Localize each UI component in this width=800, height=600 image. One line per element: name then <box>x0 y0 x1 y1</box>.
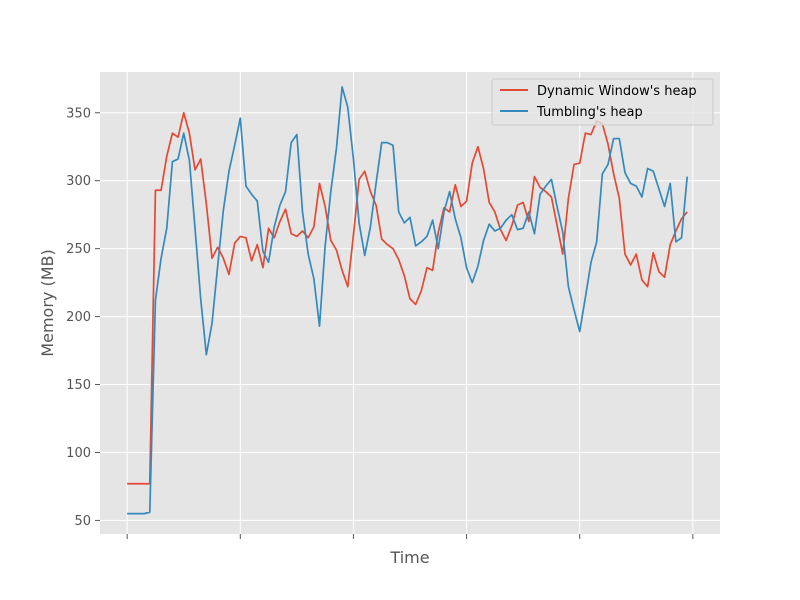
y-tick-label: 100 <box>66 446 91 461</box>
legend-label-tumbling: Tumbling's heap <box>536 105 643 120</box>
y-tick-label: 250 <box>66 242 91 257</box>
x-axis-label: Time <box>389 548 429 567</box>
legend-label-dynamic: Dynamic Window's heap <box>537 84 697 99</box>
legend: Dynamic Window's heap Tumbling's heap <box>491 78 714 126</box>
x-axis-ticks <box>126 534 694 539</box>
y-tick-label: 150 <box>66 378 91 393</box>
plot-background <box>100 72 720 534</box>
series-line-tumbling <box>127 86 689 515</box>
series-line-dynamic <box>127 111 688 485</box>
y-axis-label: Memory (MB) <box>38 249 57 356</box>
series-layer <box>127 86 689 515</box>
y-tick-label: 350 <box>66 106 91 121</box>
y-tick-label: 50 <box>74 514 91 529</box>
y-tick-label: 300 <box>66 174 91 189</box>
y-tick-label: 200 <box>66 310 91 325</box>
legend-box <box>491 78 714 126</box>
y-axis-ticks: 50 100 150 200 250 300 350 <box>66 106 100 529</box>
